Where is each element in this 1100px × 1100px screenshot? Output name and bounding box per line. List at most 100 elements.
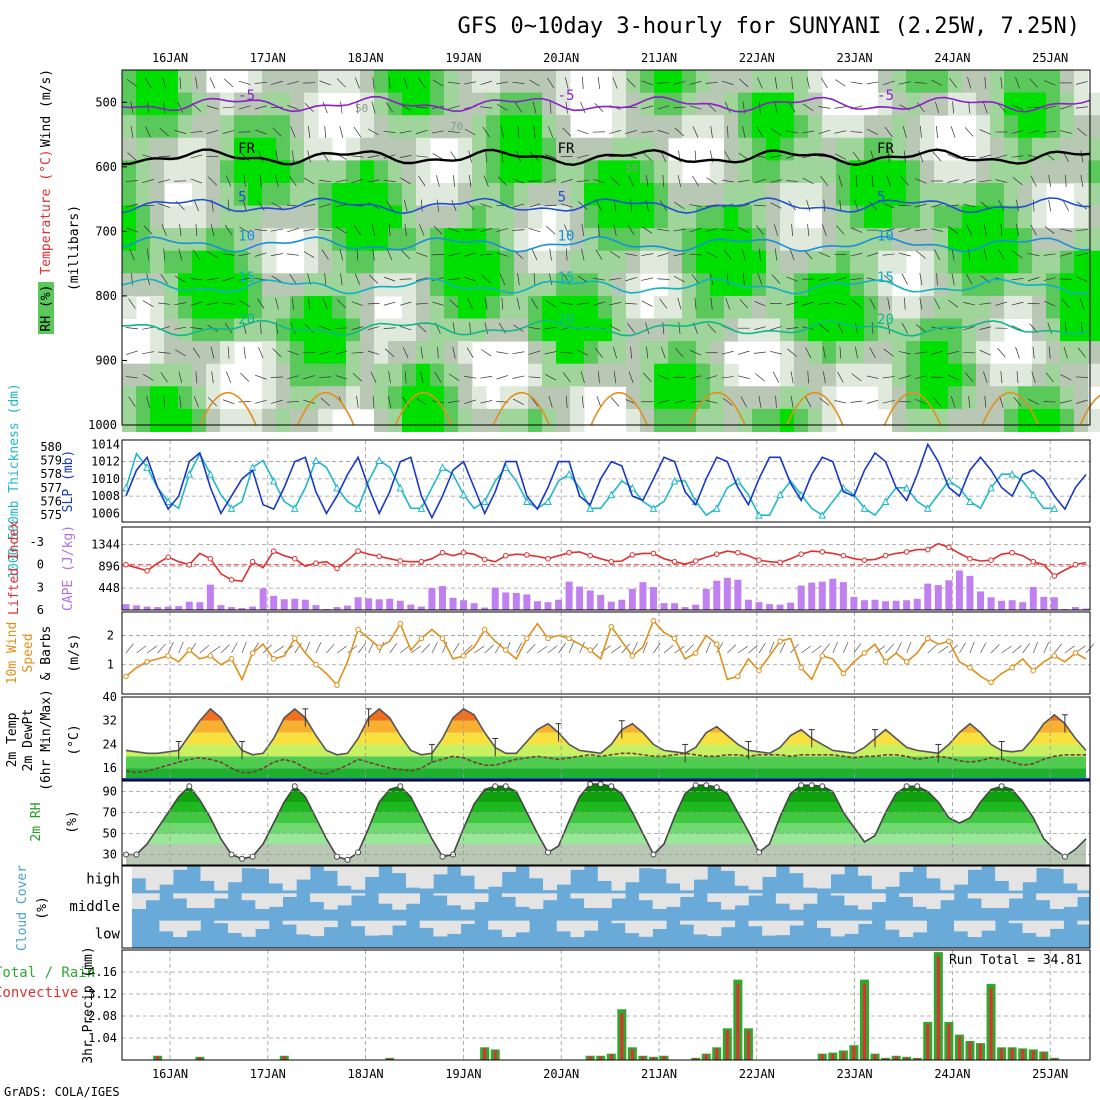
rh-shade	[374, 182, 389, 207]
dewpoint-line	[125, 752, 1086, 775]
isotherm-label-20-1: 20	[558, 312, 575, 328]
cloud-gap	[570, 920, 585, 938]
li-line-point	[397, 558, 404, 564]
wind-barb	[399, 326, 412, 331]
wind-barb	[819, 324, 830, 333]
rh-tick-90: 90	[103, 785, 117, 799]
cloud-gap	[159, 920, 174, 932]
wind-barb	[453, 175, 455, 188]
rh-shade	[220, 160, 235, 184]
wind-label: Wind (m/s)	[39, 69, 54, 147]
rh-shade	[878, 386, 893, 410]
wind-barb	[1000, 76, 1003, 89]
isotherm-25	[199, 392, 257, 426]
cape-bar	[417, 606, 425, 610]
rh-shade	[360, 341, 375, 365]
rh-shade	[948, 363, 963, 387]
wind-speed-line-point	[629, 653, 636, 659]
rh-shade	[1074, 92, 1089, 116]
wind-barb	[1076, 127, 1087, 136]
cloud-gap	[543, 866, 557, 891]
rh-shade	[934, 386, 949, 410]
isotherm--5	[121, 95, 1091, 113]
wind-barb	[210, 645, 221, 654]
rh-band	[126, 812, 1086, 823]
wind-barb	[980, 642, 987, 654]
wind-barb	[357, 643, 366, 654]
wind-barb	[818, 106, 831, 109]
rh-shade	[472, 250, 487, 274]
rh-shade	[1018, 137, 1033, 161]
wind-barb	[270, 253, 283, 257]
rh-shade	[276, 205, 291, 229]
wind-barb	[160, 273, 168, 285]
rh-point	[608, 783, 615, 790]
rh-shade	[164, 137, 179, 161]
rh-shade	[850, 318, 865, 342]
rh-shade	[696, 70, 711, 94]
cloud-gap	[625, 920, 640, 934]
rh-shade	[164, 92, 179, 116]
cloud-gap	[885, 866, 900, 887]
isotherm-25	[1079, 394, 1100, 426]
precip-conv-bar	[198, 1057, 202, 1060]
rh-shade	[360, 363, 375, 387]
rh-shade	[976, 273, 991, 297]
rh-shade	[682, 295, 697, 319]
cape-bar	[692, 604, 700, 610]
wind-barb	[1043, 401, 1056, 403]
wind-barb	[919, 297, 923, 310]
cloud-gap	[967, 866, 982, 870]
wind-barb	[662, 322, 665, 335]
cloud-gap	[296, 920, 311, 935]
wind-barb	[209, 77, 216, 89]
rh-shade	[360, 295, 375, 319]
thickness-line-point	[164, 497, 173, 505]
rh-shade	[920, 318, 935, 342]
wind-barb	[415, 106, 428, 109]
wind-barb	[287, 227, 299, 233]
wind-barb	[1031, 371, 1036, 384]
rh-shade	[220, 250, 235, 274]
cloud-gap	[954, 920, 968, 932]
rh-shade	[822, 363, 837, 387]
cloud-gap	[1063, 893, 1078, 907]
wind-barb	[737, 179, 750, 183]
wind-barb	[811, 645, 822, 654]
wind-barb	[822, 371, 826, 384]
wind-barb	[403, 77, 408, 89]
precip-conv-bar	[630, 1049, 634, 1060]
rh-shade	[234, 137, 249, 161]
wind-barb	[675, 347, 684, 358]
wind-barb	[997, 347, 1006, 358]
rh-shade	[346, 205, 361, 229]
cloud-row-high: high	[86, 872, 120, 888]
wind-barb	[484, 322, 488, 335]
wind-barb	[673, 399, 686, 404]
cape-bar	[217, 605, 225, 610]
rh-shade	[710, 70, 725, 94]
wind-speed-line-point	[924, 635, 931, 642]
wind-barb	[706, 103, 717, 112]
wind-barb	[906, 641, 912, 654]
wind-barb	[789, 248, 795, 261]
wind-barb	[982, 101, 988, 114]
cloud-gap	[734, 866, 749, 886]
precip-frame	[121, 949, 1091, 1061]
wind-barb	[501, 297, 504, 310]
wind-barb	[231, 642, 238, 654]
wind-barb	[684, 644, 694, 654]
cloud-gap	[406, 866, 420, 888]
rh-shade	[780, 250, 795, 274]
rh-shade	[696, 341, 711, 365]
wind-barb	[351, 301, 364, 306]
li-line-point	[735, 549, 741, 556]
wind-barb	[448, 227, 460, 233]
rh-shade	[164, 341, 179, 365]
rh-shade	[178, 408, 193, 432]
wind-barb	[931, 228, 943, 232]
wind-barb	[158, 203, 170, 208]
wind-barb	[356, 395, 359, 408]
